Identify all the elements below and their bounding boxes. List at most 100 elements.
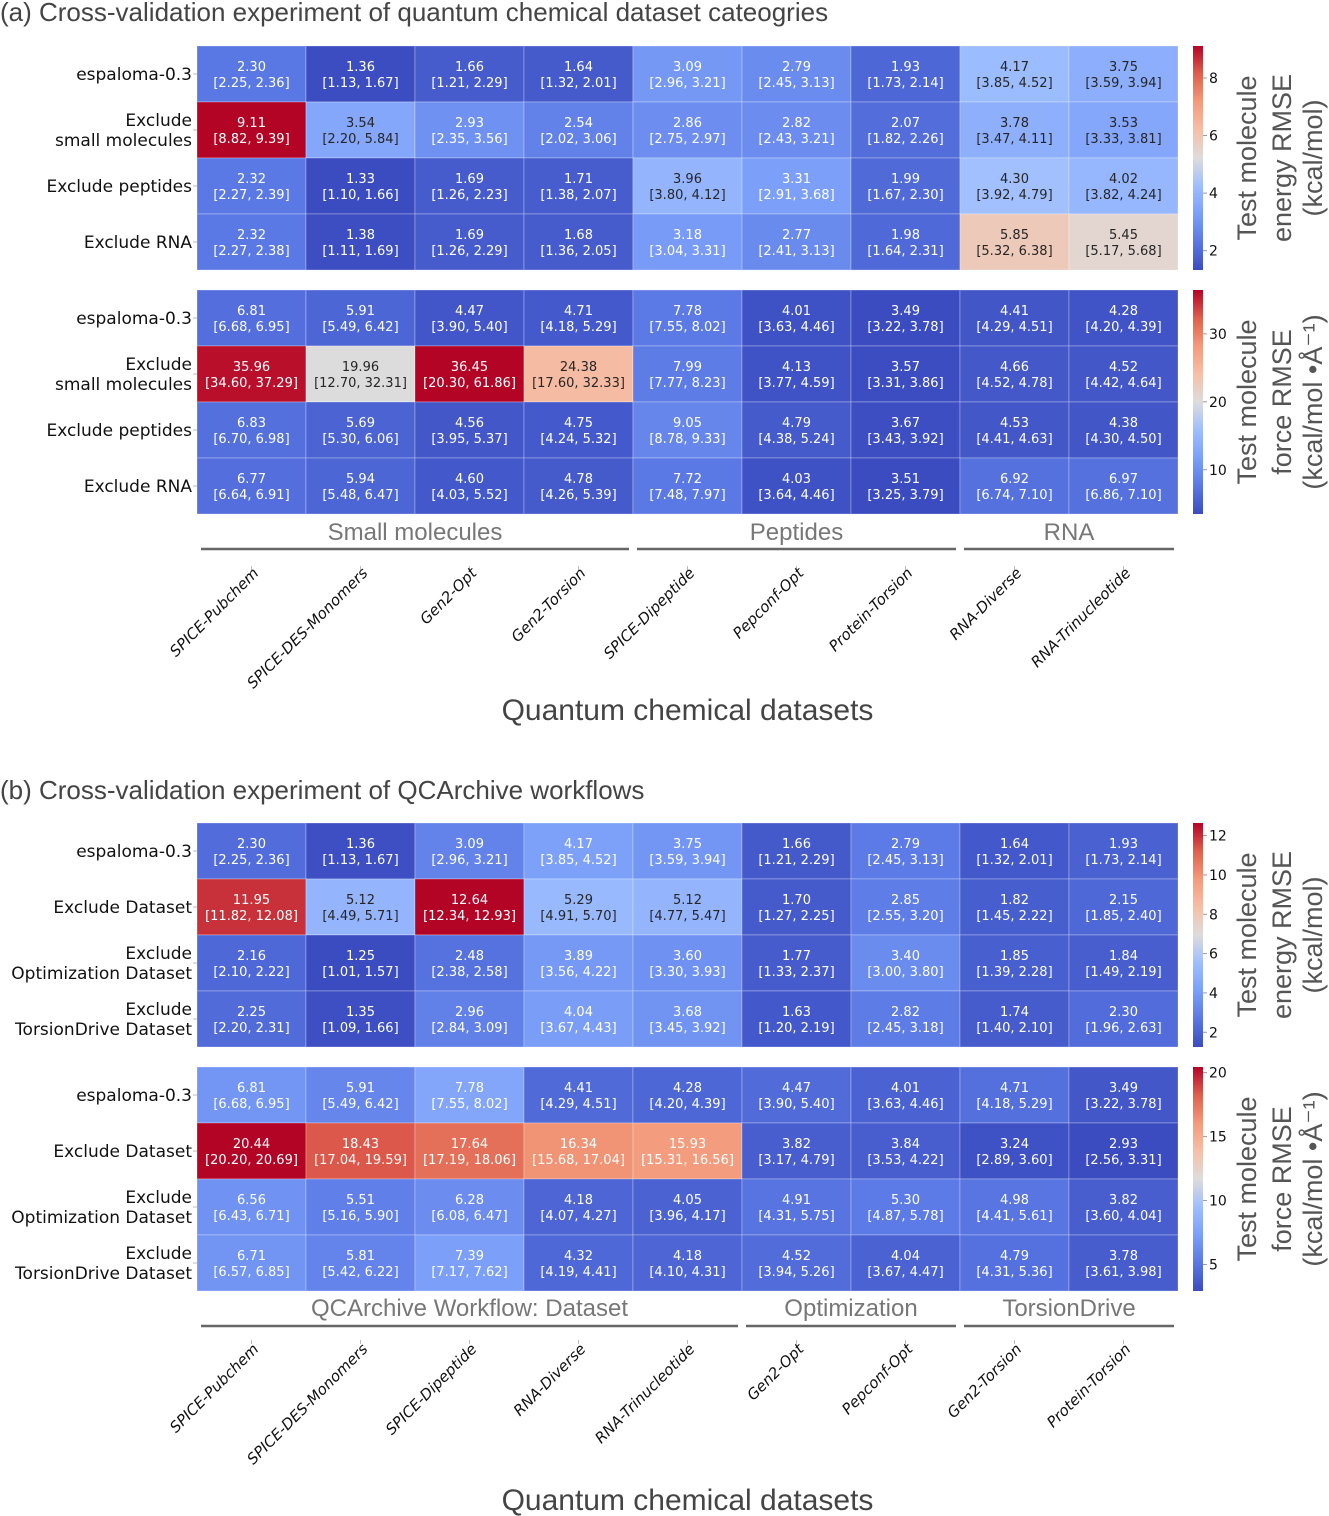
row-label: Exclude Dataset [53, 1142, 192, 1162]
heatmap-cell [741, 345, 852, 403]
cell-value-label: 3.54 [346, 116, 375, 131]
cell-ci-label: [2.27, 2.38] [213, 244, 289, 259]
cell-value-label: 20.44 [233, 1137, 270, 1152]
colorbar-label: force RMSE [1267, 1106, 1297, 1252]
cell-value-label: 3.75 [1109, 60, 1138, 75]
cell-value-label: 1.71 [564, 172, 593, 187]
heatmap-cell [959, 289, 1070, 347]
cell-ci-label: [1.26, 2.29] [431, 244, 507, 259]
cell-ci-label: [2.89, 3.60] [976, 1153, 1052, 1168]
cell-ci-label: [1.09, 1.66] [322, 1021, 398, 1036]
cell-ci-label: [2.20, 5.84] [322, 132, 398, 147]
cell-value-label: 4.79 [782, 416, 811, 431]
cell-ci-label: [5.17, 5.68] [1085, 244, 1161, 259]
heatmap-cell [959, 1066, 1070, 1124]
heatmap-cell [305, 101, 416, 159]
cell-value-label: 1.70 [782, 893, 811, 908]
colorbar-tick-label: 10 [1209, 868, 1227, 884]
cell-ci-label: [2.10, 2.22] [213, 965, 289, 980]
cell-value-label: 1.99 [891, 172, 920, 187]
row-label: Optimization Dataset [11, 964, 192, 984]
heatmap-cell [196, 345, 307, 403]
cell-value-label: 2.77 [782, 228, 811, 243]
cell-value-label: 3.82 [1109, 1193, 1138, 1208]
cell-ci-label: [4.19, 4.41] [540, 1265, 616, 1280]
cell-value-label: 35.96 [233, 360, 270, 375]
heatmap-cell [850, 1234, 961, 1292]
heatmap-row: 35.96[34.60, 37.29] 19.96[12.70, 32.31] 36… [196, 345, 1179, 403]
colorbar-label: energy RMSE [1267, 851, 1297, 1019]
cell-ci-label: [3.67, 4.47] [867, 1265, 943, 1280]
heatmap-cell [523, 401, 634, 459]
colorbar-label: Test molecule [1232, 75, 1262, 240]
energy-colorbar: 2 4 6 8 10 12 Test molecule energy RMSE (kcal/mo… [1193, 823, 1328, 1047]
colorbar-label: Test molecule [1232, 1096, 1262, 1261]
cell-ci-label: [2.35, 3.56] [431, 132, 507, 147]
heatmap-cell [414, 213, 525, 271]
cell-ci-label: [4.10, 4.31] [649, 1265, 725, 1280]
row-label: TorsionDrive Dataset [14, 1020, 192, 1040]
cell-value-label: 6.97 [1109, 472, 1138, 487]
cell-ci-label: [15.68, 17.04] [532, 1153, 625, 1168]
cell-value-label: 4.28 [673, 1081, 702, 1096]
cell-ci-label: [6.08, 6.47] [431, 1209, 507, 1224]
cell-ci-label: [5.49, 6.42] [322, 320, 398, 335]
colorbar-gradient [1193, 1067, 1203, 1291]
cell-ci-label: [4.26, 5.39] [540, 488, 616, 503]
cell-value-label: 1.77 [782, 949, 811, 964]
cell-value-label: 5.69 [346, 416, 375, 431]
energy-heatmap: 2.30[2.25, 2.36]1.36[1.13, 1.67]1.66[1.2… [46, 45, 1328, 271]
cell-ci-label: [1.21, 2.29] [431, 76, 507, 91]
cell-ci-label: [2.20, 2.31] [213, 1021, 289, 1036]
cell-ci-label: [20.20, 20.69] [205, 1153, 298, 1168]
cell-ci-label: [3.63, 4.46] [867, 1097, 943, 1112]
row-label: espaloma-0.3 [76, 842, 192, 862]
heatmap-row: 6.71[6.57, 6.85] 5.81[5.42, 6.22] 7.39[7.1… [196, 1234, 1179, 1292]
cell-value-label: 3.09 [455, 837, 484, 852]
cell-ci-label: [1.67, 2.30] [867, 188, 943, 203]
colorbar-label: energy RMSE [1267, 74, 1297, 242]
heatmap-cell [305, 213, 416, 271]
heatmap-row: 6.77[6.64, 6.91] 5.94[5.48, 6.47] 4.60[4.0… [196, 457, 1179, 515]
group-label: TorsionDrive [1002, 1295, 1135, 1322]
heatmap-cell [414, 157, 525, 215]
cell-ci-label: [2.96, 3.21] [649, 76, 725, 91]
cell-value-label: 4.41 [1000, 304, 1029, 319]
cell-value-label: 6.56 [237, 1193, 266, 1208]
cell-ci-label: [3.22, 3.78] [867, 320, 943, 335]
heatmap-cell [741, 822, 852, 880]
colorbar-tick-label: 15 [1209, 1130, 1227, 1146]
heatmap-cell [305, 457, 416, 515]
cell-ci-label: [2.91, 3.68] [758, 188, 834, 203]
cell-ci-label: [3.56, 4.22] [540, 965, 616, 980]
cell-ci-label: [4.31, 5.75] [758, 1209, 834, 1224]
cell-value-label: 3.68 [673, 1005, 702, 1020]
column-label: RNA-Diverse [510, 1340, 589, 1419]
heatmap-row: 2.30[2.25, 2.36] 1.36[1.13, 1.67] 3.09[2.9… [196, 822, 1179, 880]
cell-value-label: 1.66 [455, 60, 484, 75]
heatmap-cell [1068, 345, 1179, 403]
cell-value-label: 4.05 [673, 1193, 702, 1208]
column-label: Gen2-Opt [416, 563, 481, 628]
cell-ci-label: [2.41, 3.13] [758, 244, 834, 259]
heatmap-cell [414, 1234, 525, 1292]
column-label: SPICE-Pubchem [166, 1340, 262, 1436]
heatmap-cell [741, 157, 852, 215]
heatmap-cell [523, 1122, 634, 1180]
cell-ci-label: [7.17, 7.62] [431, 1265, 507, 1280]
cell-value-label: 1.33 [346, 172, 375, 187]
cell-value-label: 1.38 [346, 228, 375, 243]
heatmap-cell [632, 990, 743, 1048]
cell-ci-label: [3.94, 5.26] [758, 1265, 834, 1280]
heatmap-cell [959, 45, 1070, 103]
heatmap-row: 6.81[6.68, 6.95] 5.91[5.49, 6.42] 4.47[3.9… [196, 289, 1179, 347]
cell-ci-label: [2.56, 3.31] [1085, 1153, 1161, 1168]
heatmap-cell [850, 289, 961, 347]
heatmap-cell [1068, 457, 1179, 515]
heatmap-row: 6.83[6.70, 6.98] 5.69[5.30, 6.06] 4.56[3.9… [196, 401, 1179, 459]
cell-value-label: 1.63 [782, 1005, 811, 1020]
cell-ci-label: [2.45, 3.13] [758, 76, 834, 91]
heatmap-cell [741, 1234, 852, 1292]
cell-value-label: 4.18 [564, 1193, 593, 1208]
heatmap-row: 2.32[2.27, 2.38] 1.38[1.11, 1.69] 1.69[1.2… [196, 213, 1179, 271]
